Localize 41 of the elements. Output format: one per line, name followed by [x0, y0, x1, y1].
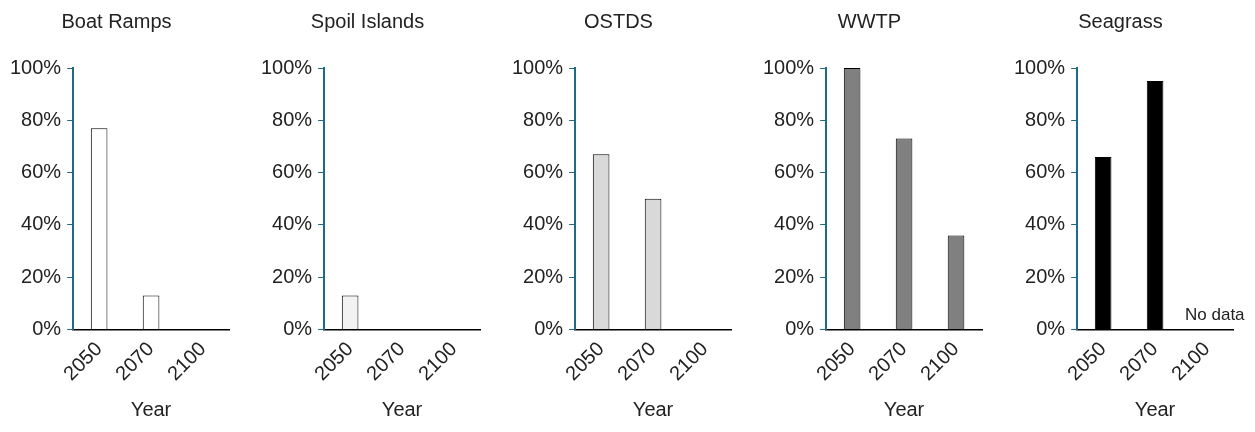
- y-tick-label: 60%: [21, 160, 62, 183]
- y-tick-label: 20%: [1025, 264, 1066, 287]
- chart-title: Seagrass: [1078, 9, 1163, 32]
- y-tick-label: 0%: [32, 317, 62, 340]
- y-tick-label: 20%: [21, 264, 62, 287]
- y-tick-label: 100%: [1014, 55, 1066, 78]
- x-axis-title: Year: [1134, 397, 1176, 420]
- y-tick-label: 40%: [774, 212, 815, 235]
- x-axis-title: Year: [381, 397, 423, 420]
- y-tick-label: 60%: [1025, 160, 1066, 183]
- y-tick-label: 80%: [21, 107, 62, 130]
- y-tick-label: 40%: [1025, 212, 1066, 235]
- y-tick-label: 20%: [774, 264, 815, 287]
- chart-title: OSTDS: [584, 9, 653, 32]
- y-tick-label: 80%: [523, 107, 564, 130]
- annotation: No data: [1185, 304, 1246, 324]
- x-axis-title: Year: [883, 397, 925, 420]
- y-tick-label: 80%: [272, 107, 313, 130]
- y-tick-label: 100%: [763, 55, 815, 78]
- x-axis-title: Year: [632, 397, 674, 420]
- y-tick-label: 100%: [261, 55, 313, 78]
- chart-title: WWTP: [837, 9, 902, 32]
- y-tick-label: 0%: [283, 317, 313, 340]
- chart-title: Spoil Islands: [310, 9, 425, 32]
- y-tick-label: 40%: [523, 212, 564, 235]
- y-tick-label: 60%: [523, 160, 564, 183]
- y-tick-label: 60%: [774, 160, 815, 183]
- y-tick-label: 20%: [523, 264, 564, 287]
- y-tick-label: 60%: [272, 160, 313, 183]
- y-tick-label: 80%: [774, 107, 815, 130]
- y-tick-label: 0%: [785, 317, 815, 340]
- x-axis-title: Year: [130, 397, 172, 420]
- chart-title: Boat Ramps: [61, 9, 172, 32]
- y-tick-label: 40%: [272, 212, 313, 235]
- y-tick-label: 0%: [534, 317, 564, 340]
- y-tick-label: 20%: [272, 264, 313, 287]
- y-tick-label: 0%: [1036, 317, 1066, 340]
- y-tick-label: 40%: [21, 212, 62, 235]
- y-tick-label: 100%: [512, 55, 564, 78]
- y-tick-label: 80%: [1025, 107, 1066, 130]
- y-tick-label: 100%: [10, 55, 62, 78]
